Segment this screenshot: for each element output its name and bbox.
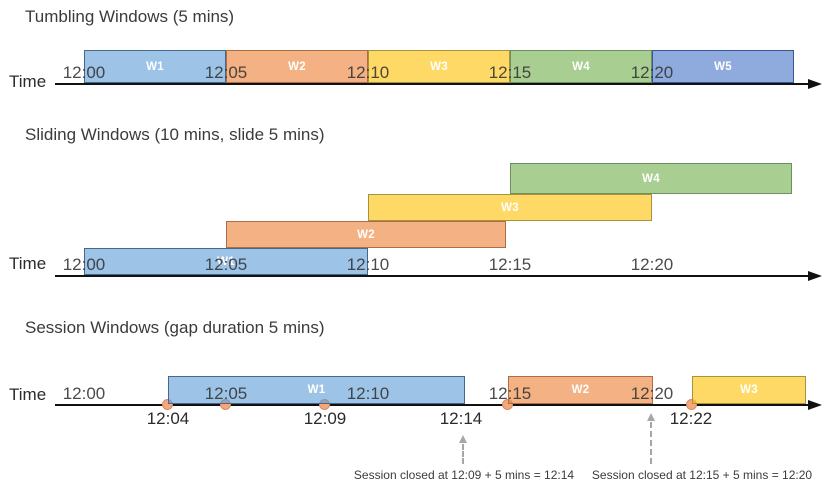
sliding-window-w4: W4 xyxy=(510,163,792,194)
tumbling-tick-1210: 12:10 xyxy=(346,63,390,82)
sliding-window-w3: W3 xyxy=(368,194,652,221)
tumbling-axis-arrowhead-icon xyxy=(808,79,822,89)
tumbling-window-w4: W4 xyxy=(510,50,652,83)
session-tick-1215: 12:15 xyxy=(488,384,532,403)
sliding-axis-arrowhead-icon xyxy=(808,271,822,281)
window-label: W5 xyxy=(714,60,732,73)
annotation-arrow-stem xyxy=(650,422,652,464)
tumbling-window-w1: W1 xyxy=(84,50,226,83)
session-axis-arrowhead-icon xyxy=(808,400,822,410)
event-dot-1222 xyxy=(686,399,697,410)
session-time-label: Time xyxy=(9,385,47,404)
window-label: W4 xyxy=(642,172,660,185)
tumbling-tick-1205: 12:05 xyxy=(204,63,248,82)
session-tick-1205: 12:05 xyxy=(204,384,248,403)
tumbling-time-label: Time xyxy=(9,72,47,91)
event-dot-1204 xyxy=(162,399,173,410)
session-window-w3: W3 xyxy=(692,376,806,404)
sliding-title: Sliding Windows (10 mins, slide 5 mins) xyxy=(25,125,325,144)
session-window-w1: W1 xyxy=(168,376,465,404)
window-label: W2 xyxy=(288,60,306,73)
window-label: W3 xyxy=(430,60,448,73)
session-title: Session Windows (gap duration 5 mins) xyxy=(25,318,325,337)
close-time-1214: 12:14 xyxy=(439,409,483,428)
window-label: W3 xyxy=(501,201,519,214)
sliding-window-w2: W2 xyxy=(226,221,506,248)
session-close-annotation-1: Session closed at 12:09 + 5 mins = 12:14 xyxy=(353,468,575,482)
session-tick-1220: 12:20 xyxy=(630,384,674,403)
tumbling-tick-1215: 12:15 xyxy=(488,63,532,82)
window-label: W2 xyxy=(571,384,590,396)
annotation-arrowhead-icon xyxy=(647,413,655,421)
window-label: W3 xyxy=(740,384,758,396)
window-label: W1 xyxy=(146,60,164,73)
event-time-1209: 12:09 xyxy=(303,409,347,428)
session-time-axis xyxy=(55,404,810,406)
sliding-window-w1: W1 xyxy=(84,248,368,275)
session-window-w2: W2 xyxy=(508,376,653,404)
window-label: W2 xyxy=(357,228,375,241)
sliding-time-label: Time xyxy=(9,254,47,273)
annotation-arrow-stem xyxy=(462,444,464,464)
sliding-tick-1215: 12:15 xyxy=(488,255,532,274)
sliding-tick-1220: 12:20 xyxy=(630,255,674,274)
sliding-tick-1210: 12:10 xyxy=(346,255,390,274)
sliding-time-axis xyxy=(55,275,810,277)
tumbling-title: Tumbling Windows (5 mins) xyxy=(25,7,235,26)
sliding-tick-1200: 12:00 xyxy=(62,255,106,274)
annotation-arrowhead-icon xyxy=(459,435,467,443)
tumbling-window-w3: W3 xyxy=(368,50,510,83)
event-time-1204: 12:04 xyxy=(146,409,190,428)
event-time-1222: 12:22 xyxy=(669,409,713,428)
window-label: W1 xyxy=(217,255,235,268)
session-tick-1200: 12:00 xyxy=(62,384,106,403)
tumbling-window-w5: W5 xyxy=(652,50,794,83)
tumbling-time-axis xyxy=(55,83,810,85)
sliding-tick-1205: 12:05 xyxy=(204,255,248,274)
event-dot-1215 xyxy=(502,399,513,410)
session-close-annotation-2: Session closed at 12:15 + 5 mins = 12:20 xyxy=(591,468,813,482)
tumbling-tick-1200: 12:00 xyxy=(62,63,106,82)
tumbling-tick-1220: 12:20 xyxy=(630,63,674,82)
tumbling-window-w2: W2 xyxy=(226,50,368,83)
window-label: W4 xyxy=(572,60,590,73)
session-tick-1210: 12:10 xyxy=(346,384,390,403)
window-label: W1 xyxy=(307,384,326,396)
